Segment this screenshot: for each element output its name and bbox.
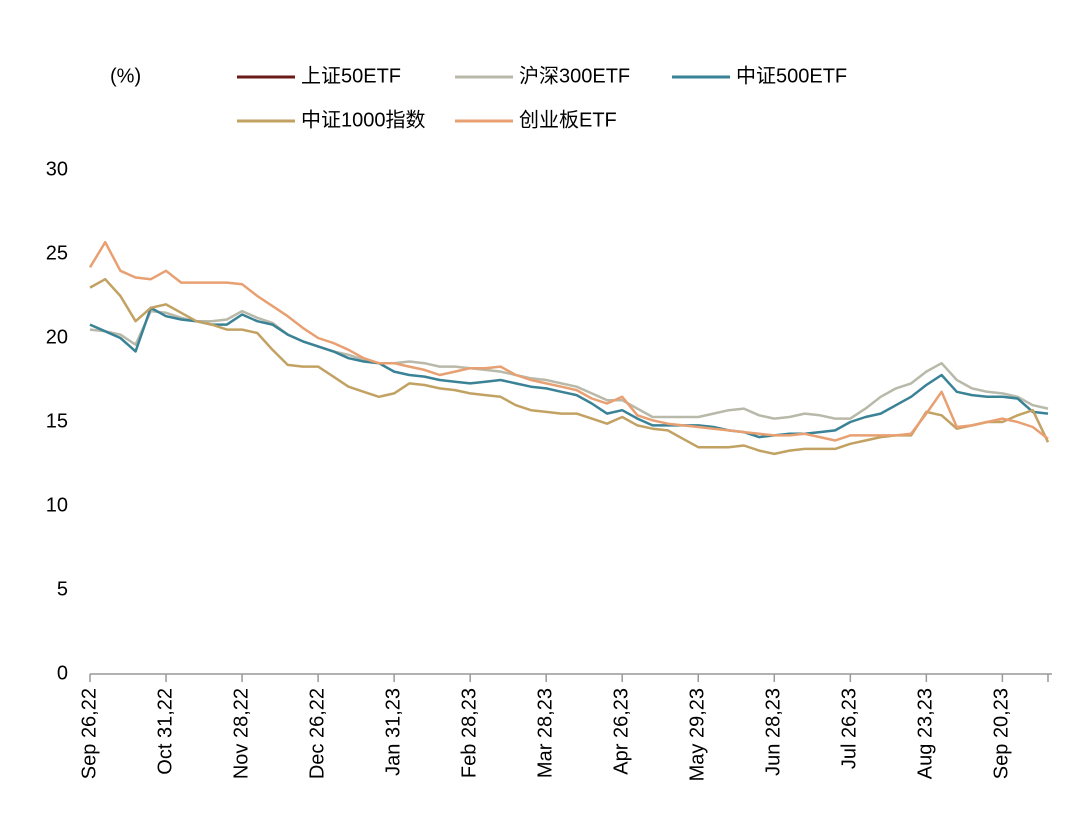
series-line	[89, 277, 1050, 456]
y-tick-label: 5	[57, 578, 68, 600]
x-tick-label: Sep 26,22	[78, 688, 100, 779]
y-tick-label: 25	[46, 242, 68, 264]
y-axis-label: (%)	[110, 65, 141, 87]
x-tick-label: Apr 26,23	[611, 688, 633, 775]
legend-label: 中证1000指数	[301, 108, 426, 131]
x-tick-label: Sep 20,23	[991, 688, 1013, 779]
x-tick-label: Jul 26,23	[839, 688, 861, 769]
x-tick-label: Mar 28,23	[534, 688, 556, 778]
legend-label: 沪深300ETF	[519, 64, 630, 87]
y-tick-label: 15	[46, 410, 68, 432]
y-tick-label: 20	[46, 326, 68, 348]
legend-label: 上证50ETF	[301, 64, 401, 87]
series-line	[89, 309, 1049, 420]
x-tick-label: Feb 28,23	[458, 688, 480, 778]
y-tick-label: 30	[46, 158, 68, 180]
series-line	[88, 240, 1049, 442]
x-tick-label: Nov 28,22	[230, 688, 252, 779]
series-line	[89, 306, 1049, 439]
legend-label: 创业板ETF	[519, 108, 617, 131]
x-tick-label: Jan 31,23	[382, 688, 404, 776]
x-tick-label: Aug 23,23	[915, 688, 937, 779]
y-tick-label: 10	[46, 494, 68, 516]
y-tick-label: 0	[57, 662, 68, 684]
x-tick-label: Jun 28,23	[763, 688, 785, 776]
x-tick-label: Dec 26,22	[306, 688, 328, 779]
x-tick-label: May 29,23	[687, 688, 709, 781]
legend-label: 中证500ETF	[736, 64, 847, 87]
x-tick-label: Oct 31,22	[154, 688, 176, 775]
